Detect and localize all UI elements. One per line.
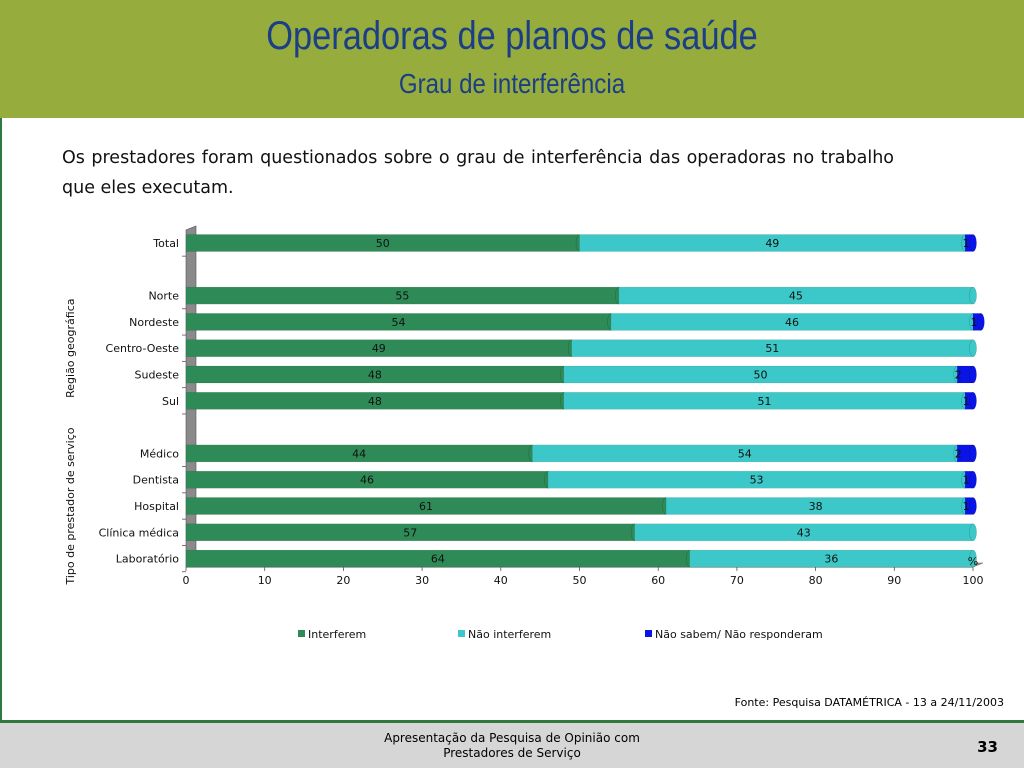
bar-cap-nordeste-nao-sabem-nao-responderam bbox=[977, 313, 985, 331]
page-number: 33 bbox=[977, 738, 998, 756]
bar-cap-total-nao-sabem-nao-responderam bbox=[969, 234, 977, 252]
header-banner: Operadoras de planos de saúde Grau de in… bbox=[0, 0, 1024, 118]
category-label-norte: Norte bbox=[148, 290, 179, 303]
footer-caption: Apresentação da Pesquisa de Opinião com … bbox=[0, 731, 1024, 761]
legend-label-nao-interferem: Não interferem bbox=[468, 628, 551, 641]
data-label-dentista-nao-sabem-nao-responderam: 1 bbox=[963, 474, 970, 487]
data-label-sul-nao-sabem-nao-responderam: 1 bbox=[963, 395, 970, 408]
data-label-laboratorio-nao-interferem: 36 bbox=[824, 553, 838, 566]
stacked-bar-chart: 50 49 1 Total 55 45 Norte 54 46 1 Nordeste 49 51 Cent… bbox=[64, 225, 985, 641]
bar-cap-medico-nao-sabem-nao-responderam bbox=[969, 444, 977, 463]
bar-cap-sudeste-nao-sabem-nao-responderam bbox=[969, 365, 977, 384]
category-label-sul: Sul bbox=[162, 395, 179, 408]
x-tick-label-100: 100 bbox=[963, 574, 984, 587]
bar-cap-clinica-medica-nao-interferem bbox=[969, 523, 977, 542]
data-label-centro-oeste-nao-interferem: 51 bbox=[765, 342, 779, 355]
bar-cap-norte-nao-interferem bbox=[969, 286, 977, 305]
bar-cap-hospital-nao-sabem-nao-responderam bbox=[969, 497, 977, 515]
footer-line-1: Apresentação da Pesquisa de Opinião com bbox=[384, 731, 640, 745]
intro-text: Os prestadores foram questionados sobre … bbox=[62, 148, 894, 198]
data-label-medico-interferem: 44 bbox=[352, 447, 366, 460]
footer-divider bbox=[0, 720, 1024, 723]
data-label-sudeste-interferem: 48 bbox=[368, 369, 382, 382]
data-label-nordeste-nao-interferem: 46 bbox=[785, 316, 799, 329]
legend-swatch-nao-sabem-nao-responderam bbox=[645, 630, 652, 637]
footer-line-2: Prestadores de Serviço bbox=[443, 746, 581, 760]
data-label-laboratorio-interferem: 64 bbox=[431, 553, 445, 566]
bar-cap-sul-nao-sabem-nao-responderam bbox=[969, 392, 977, 410]
data-label-nordeste-nao-sabem-nao-responderam: 1 bbox=[971, 316, 978, 329]
data-label-centro-oeste-interferem: 49 bbox=[372, 342, 386, 355]
category-label-medico: Médico bbox=[140, 447, 179, 460]
category-label-dentista: Dentista bbox=[133, 474, 179, 487]
slide-subtitle: Grau de interferência bbox=[398, 68, 626, 99]
group-label-regiao-geografica: Região geográfica bbox=[64, 299, 77, 398]
data-label-total-nao-interferem: 49 bbox=[765, 237, 779, 250]
bar-cap-centro-oeste-nao-interferem bbox=[969, 339, 977, 357]
legend-swatch-interferem bbox=[298, 630, 305, 637]
category-label-hospital: Hospital bbox=[134, 500, 179, 513]
data-label-norte-nao-interferem: 45 bbox=[789, 290, 803, 303]
data-label-medico-nao-interferem: 54 bbox=[738, 447, 752, 460]
data-label-total-interferem: 50 bbox=[376, 237, 390, 250]
category-label-clinica-medica: Clínica médica bbox=[99, 526, 179, 539]
x-tick-label-10: 10 bbox=[258, 574, 272, 587]
data-label-total-nao-sabem-nao-responderam: 1 bbox=[963, 237, 970, 250]
data-label-hospital-interferem: 61 bbox=[419, 500, 433, 513]
legend-label-nao-sabem-nao-responderam: Não sabem/ Não responderam bbox=[655, 628, 823, 641]
data-label-hospital-nao-sabem-nao-responderam: 1 bbox=[963, 500, 970, 513]
x-unit-label: % bbox=[968, 555, 978, 568]
data-label-norte-interferem: 55 bbox=[395, 290, 409, 303]
data-label-dentista-interferem: 46 bbox=[360, 474, 374, 487]
legend-label-interferem: Interferem bbox=[308, 628, 366, 641]
x-tick-label-60: 60 bbox=[651, 574, 665, 587]
category-label-sudeste: Sudeste bbox=[134, 369, 179, 382]
data-label-nordeste-interferem: 54 bbox=[391, 316, 405, 329]
x-tick-label-30: 30 bbox=[415, 574, 429, 587]
data-label-hospital-nao-interferem: 38 bbox=[809, 500, 823, 513]
legend-swatch-nao-interferem bbox=[458, 630, 465, 637]
left-border-line bbox=[0, 118, 2, 720]
x-tick-label-80: 80 bbox=[809, 574, 823, 587]
x-tick-label-0: 0 bbox=[183, 574, 190, 587]
slide-title: Operadoras de planos de saúde bbox=[266, 14, 758, 58]
x-tick-label-20: 20 bbox=[336, 574, 350, 587]
x-tick-label-90: 90 bbox=[887, 574, 901, 587]
footer-bar: Apresentação da Pesquisa de Opinião com … bbox=[0, 723, 1024, 768]
data-label-medico-nao-sabem-nao-responderam: 2 bbox=[955, 447, 962, 460]
data-label-clinica-medica-interferem: 57 bbox=[403, 526, 417, 539]
category-label-centro-oeste: Centro-Oeste bbox=[106, 342, 180, 355]
data-label-clinica-medica-nao-interferem: 43 bbox=[797, 526, 811, 539]
source-note: Fonte: Pesquisa DATAMÉTRICA - 13 a 24/11… bbox=[734, 696, 1004, 709]
category-label-nordeste: Nordeste bbox=[129, 316, 179, 329]
data-label-sudeste-nao-sabem-nao-responderam: 2 bbox=[955, 369, 962, 382]
data-label-sul-interferem: 48 bbox=[368, 395, 382, 408]
x-tick-label-50: 50 bbox=[573, 574, 587, 587]
data-label-dentista-nao-interferem: 53 bbox=[750, 474, 764, 487]
data-label-sul-nao-interferem: 51 bbox=[757, 395, 771, 408]
group-label-tipo-de-prestador-de-servico: Tipo de prestador de serviço bbox=[64, 427, 77, 585]
category-label-total: Total bbox=[152, 237, 179, 250]
x-tick-label-70: 70 bbox=[730, 574, 744, 587]
x-tick-label-40: 40 bbox=[494, 574, 508, 587]
data-label-sudeste-nao-interferem: 50 bbox=[754, 369, 768, 382]
bar-cap-dentista-nao-sabem-nao-responderam bbox=[969, 470, 977, 489]
category-label-laboratorio: Laboratório bbox=[116, 553, 179, 566]
